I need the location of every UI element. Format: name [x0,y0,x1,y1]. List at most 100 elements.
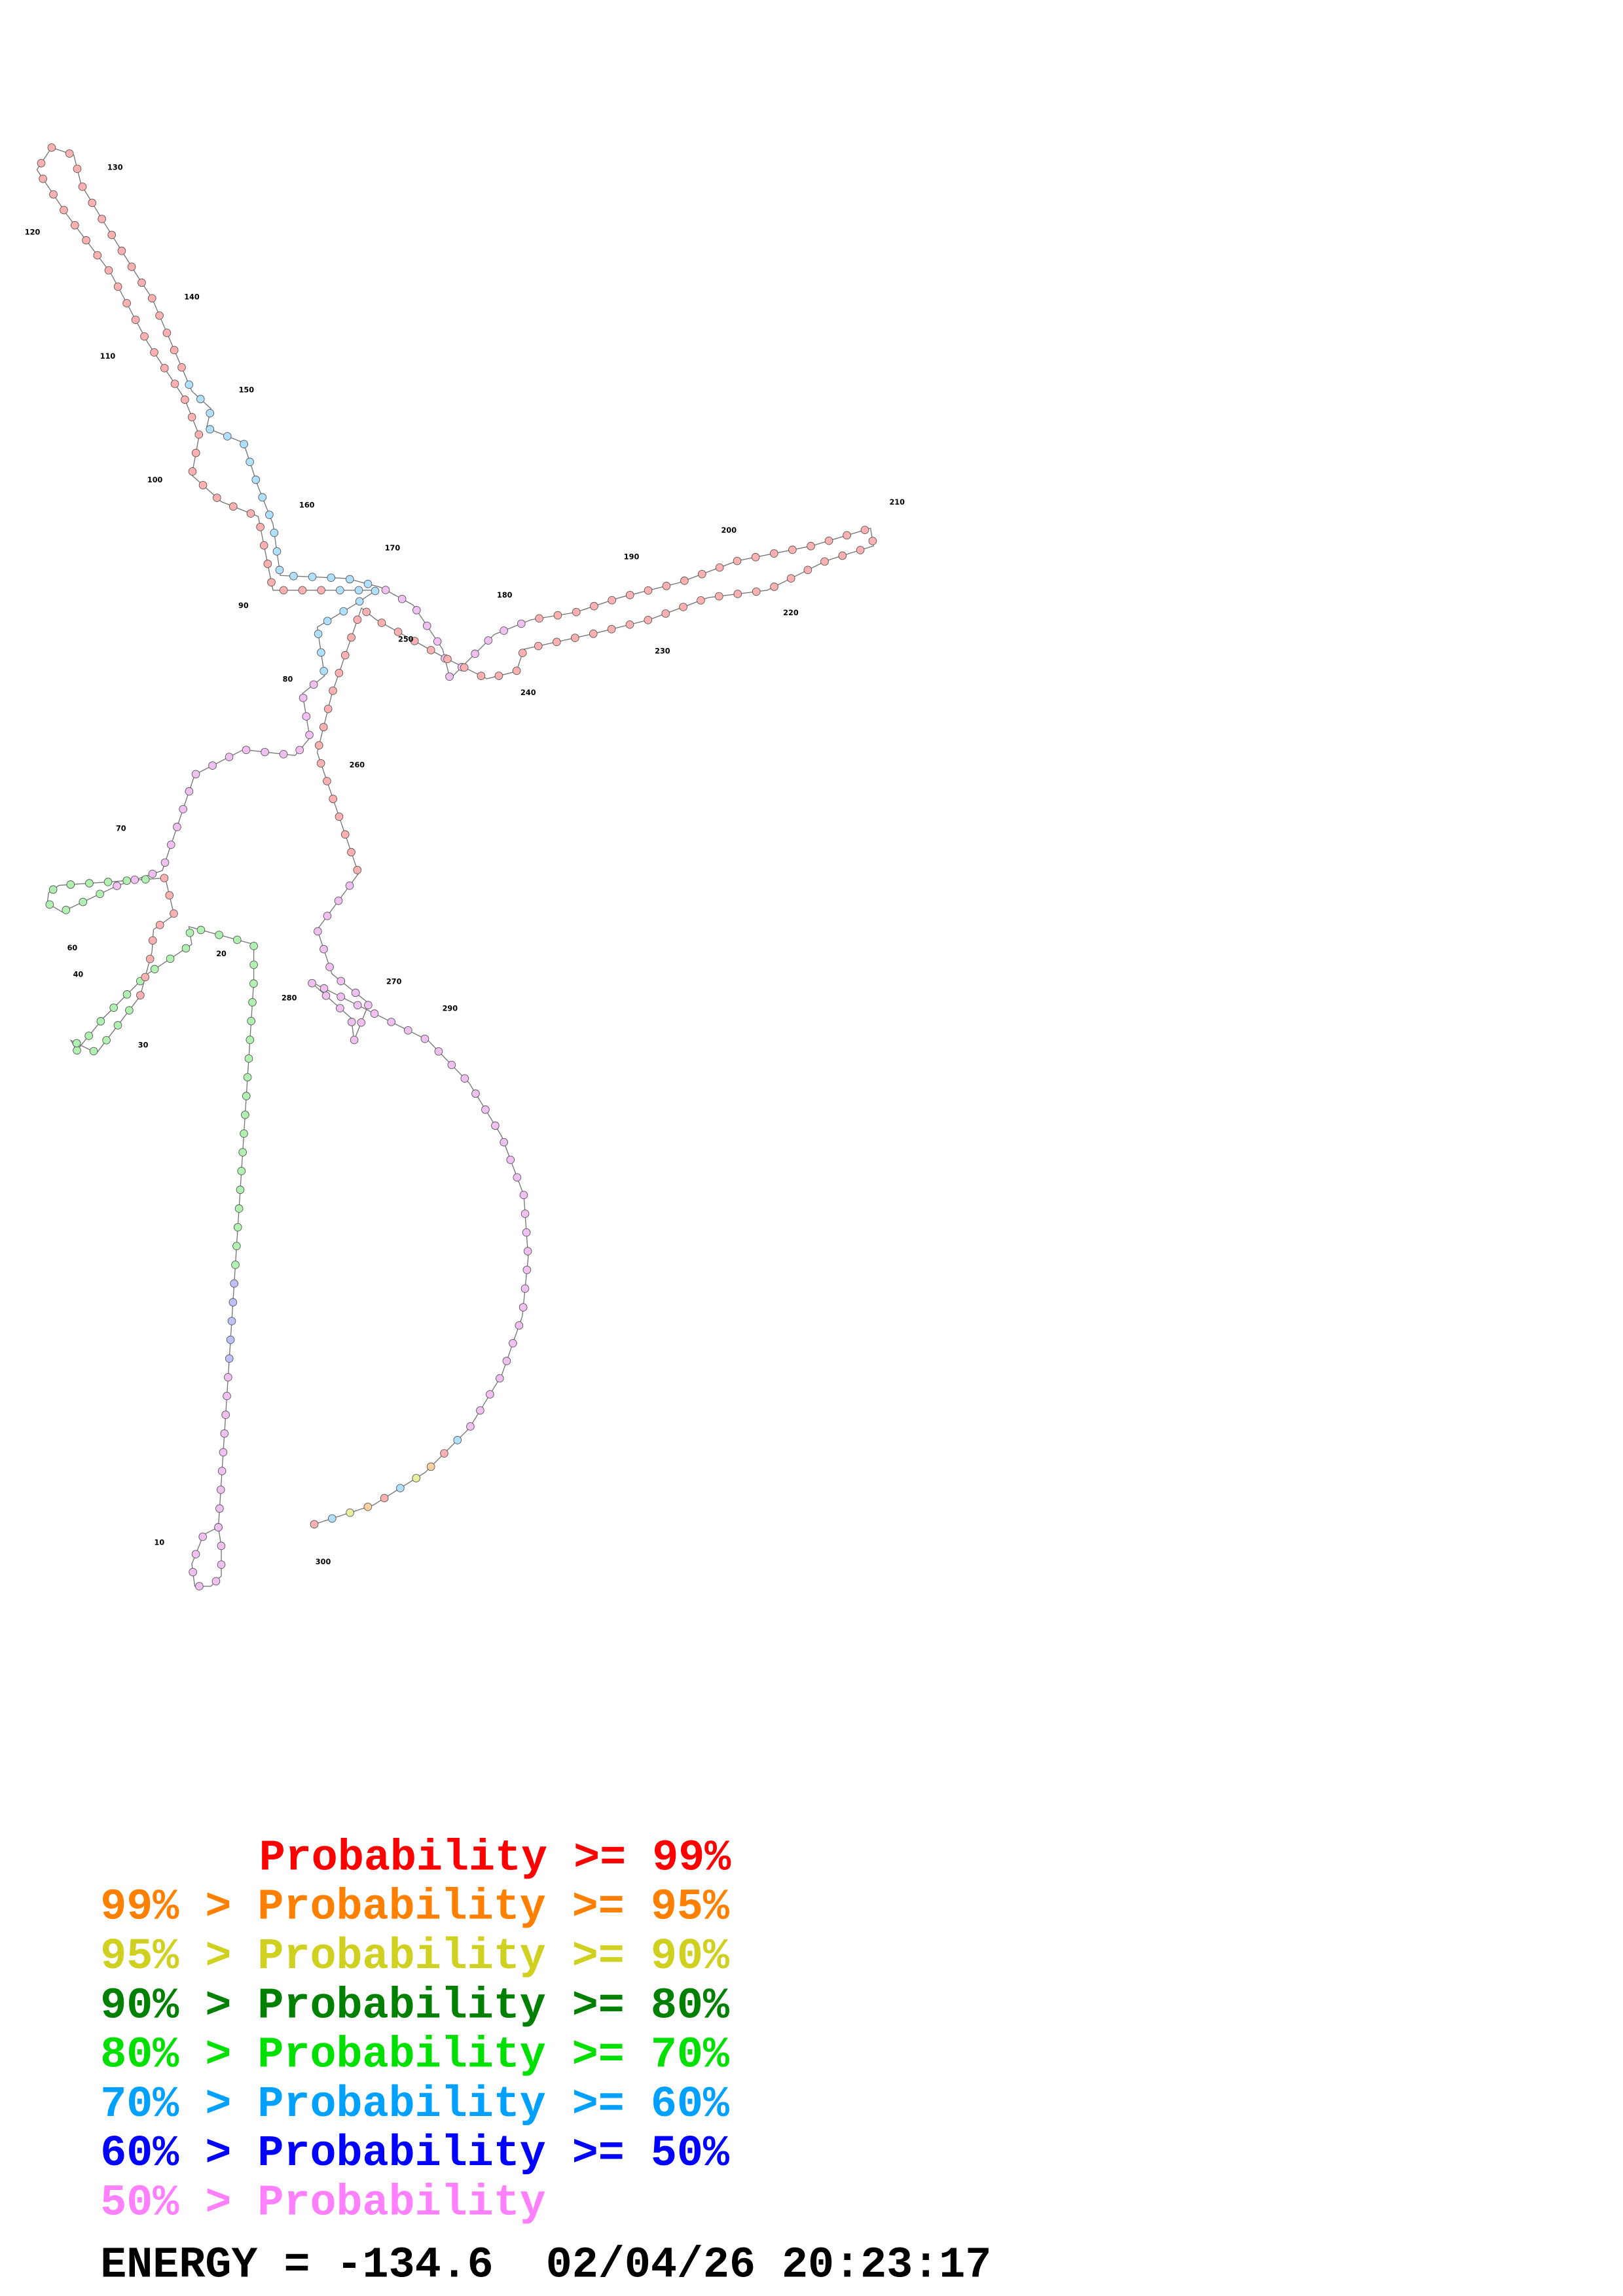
nucleotide [230,1279,238,1288]
nucleotide [234,1204,244,1213]
nucleotide [697,596,705,605]
nucleotide [412,1474,421,1482]
nucleotide [788,545,797,554]
nucleotide [96,1017,105,1026]
nucleotide [181,944,191,953]
nucleotide [243,1073,252,1082]
nucleotide [570,634,579,642]
nucleotide [232,1242,241,1251]
nucleotide [267,578,276,586]
nucleotide [607,624,616,634]
nucleotide [88,198,97,207]
nucleotide [72,1039,81,1048]
nucleotide [371,586,380,596]
nucleotide [522,1265,532,1274]
nucleotide [259,541,268,550]
nucleotide [486,1390,494,1399]
nucleotide [323,912,332,920]
nucleotide [93,251,102,260]
nucleotide [191,770,200,779]
nucleotide [155,920,164,929]
nucleotide [329,795,338,803]
nucleotide [517,619,526,628]
nucleotide [263,560,272,568]
nucleotide [78,182,87,191]
nucleotide [150,348,158,357]
nucleotide [377,619,386,627]
nucleotide [244,1054,253,1063]
nucleotide [173,823,181,831]
nucleotide [443,655,452,664]
nucleotide [60,206,68,215]
position-label: 20 [216,950,227,958]
backbone-line [36,147,874,1587]
nucleotide [261,747,269,757]
nucleotide [140,332,149,341]
nucleotide [752,587,761,596]
nucleotide [236,1185,245,1194]
nucleotide [335,668,344,677]
nucleotide [177,363,186,372]
nucleotide [160,874,169,882]
nucleotide [353,615,362,624]
nucleotide [227,1317,236,1325]
nucleotide [223,1391,231,1401]
nucleotide [396,1484,405,1492]
nucleotide [317,648,325,657]
nucleotide [500,1138,508,1147]
nucleotide [251,475,261,484]
nucleotide [224,1373,232,1382]
nucleotide [440,1449,448,1458]
position-label: 190 [624,552,640,561]
nucleotide [137,278,146,287]
nucleotide [370,1009,379,1018]
nucleotide [127,262,136,271]
nucleotide [335,812,344,821]
nucleotide [327,573,336,583]
nucleotide [295,745,304,755]
nucleotide [141,973,150,982]
nucleotide [769,549,778,558]
nucleotide [237,1166,246,1175]
nucleotide [228,1298,238,1307]
nucleotide [113,1021,122,1030]
nucleotide [336,1004,344,1013]
nucleotide [319,666,329,675]
nucleotide [98,215,106,223]
nucleotide [305,730,314,740]
nucleotide [299,693,308,702]
position-label: 30 [138,1041,149,1050]
nucleotide [185,380,194,389]
nucleotide [353,1001,362,1010]
nucleotide [393,628,403,636]
nucleotide [104,266,113,275]
nucleotide [166,954,175,963]
nucleotide [215,931,223,939]
nucleotide [241,1110,249,1119]
nucleotide [226,1335,235,1344]
nucleotide [198,1532,208,1541]
nucleotide [102,1035,111,1045]
nucleotide [39,174,47,183]
nucleotide [225,1354,234,1363]
nucleotide [679,603,687,611]
nucleotide [354,586,363,595]
nucleotide [265,511,274,519]
nucleotide [824,536,833,545]
nucleotide [697,569,706,579]
nucleotide [258,493,267,502]
nucleotide [214,1523,223,1532]
nucleotide [397,594,407,603]
nucleotide [481,1105,490,1114]
nucleotide [160,364,169,372]
position-label: 240 [520,689,536,697]
nucleotide [49,190,58,199]
position-label: 180 [497,591,513,600]
nucleotide [185,928,194,937]
nucleotide [380,1494,389,1503]
nucleotide [198,480,208,490]
nucleotide [662,581,671,590]
nucleotide [477,672,486,680]
nucleotide [328,1514,337,1523]
position-label: 160 [299,501,315,510]
